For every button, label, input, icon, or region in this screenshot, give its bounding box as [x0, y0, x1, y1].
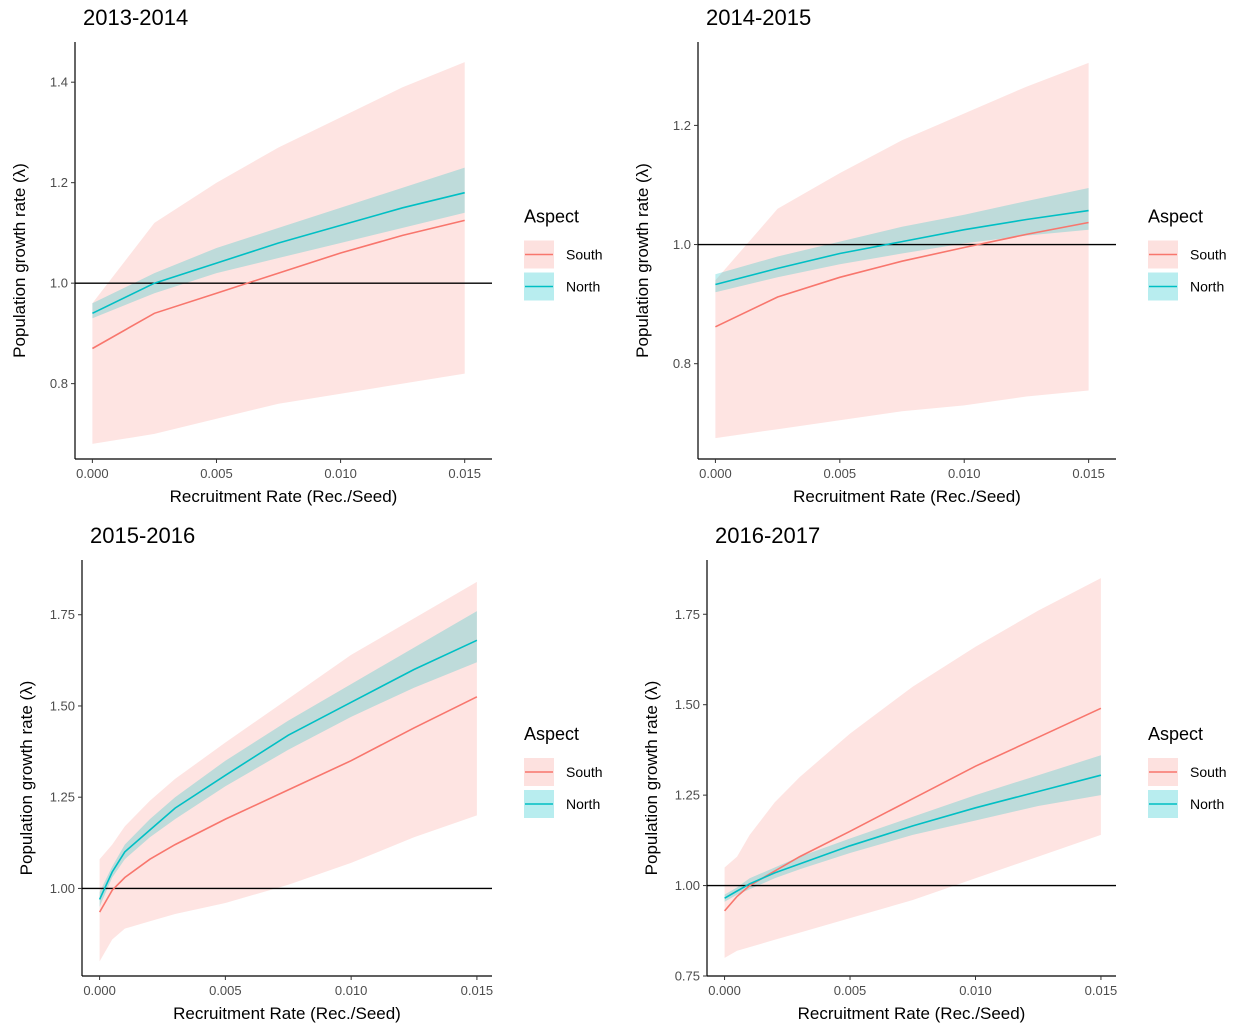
legend-label-north: North	[566, 279, 600, 295]
series-line-north	[98, 639, 478, 900]
chart-panel-1: 2013-2014 0.000 0.005 0.010 0.015 0.8 1.0 1.2 1.…	[10, 5, 603, 506]
y-tick-label: 1.75	[675, 607, 700, 622]
legend-title: Aspect	[1148, 207, 1203, 227]
legend-label-north: North	[566, 796, 600, 812]
y-tick-label: 1.2	[673, 118, 691, 133]
y-axis-label: Population growth rate (λ)	[633, 163, 652, 358]
legend-label-south: South	[566, 764, 603, 780]
y-tick-label: 0.8	[50, 376, 68, 391]
x-tick-label: 0.005	[200, 466, 233, 481]
series-line-north	[92, 191, 465, 315]
series-line-south	[98, 696, 478, 913]
series-line-south	[723, 707, 1102, 912]
x-tick-label: 0.000	[708, 983, 741, 998]
x-tick-label: 0.010	[948, 466, 981, 481]
x-tick-label: 0.000	[699, 466, 732, 481]
x-axis-label: Recruitment Rate (Rec./Seed)	[173, 1004, 401, 1023]
y-axis-label: Population growth rate (λ)	[642, 681, 661, 876]
y-axis-label: Population growth rate (λ)	[17, 681, 36, 876]
x-axis-label: Recruitment Rate (Rec./Seed)	[793, 487, 1021, 506]
ci-band-south	[92, 62, 465, 444]
x-tick-label: 0.010	[959, 983, 992, 998]
ci-band-south	[724, 578, 1101, 958]
ci-band-north	[724, 755, 1101, 902]
ci-band-north	[715, 188, 1089, 293]
chart-panel-3: 2015-2016 0.000 0.005 0.010 0.015 1.00 1.25 1.5…	[17, 523, 603, 1023]
y-tick-label: 1.25	[675, 788, 700, 803]
panel-title: 2013-2014	[83, 5, 188, 30]
legend-label-south: South	[566, 247, 603, 263]
y-tick-label: 0.8	[673, 356, 691, 371]
series-line-north	[715, 209, 1089, 286]
y-tick-label: 0.75	[675, 969, 700, 984]
x-tick-label: 0.010	[324, 466, 357, 481]
x-tick-label: 0.015	[1072, 466, 1105, 481]
legend-label-north: North	[1190, 279, 1224, 295]
ci-band-south	[715, 62, 1089, 439]
legend-label-south: South	[1190, 247, 1227, 263]
y-tick-label: 1.50	[675, 697, 700, 712]
series-line-south	[715, 221, 1089, 328]
panel-title: 2014-2015	[706, 5, 811, 30]
y-tick-label: 1.0	[50, 276, 68, 291]
x-tick-label: 0.015	[448, 466, 481, 481]
x-tick-label: 0.005	[209, 983, 242, 998]
y-axis-label: Population growth rate (λ)	[10, 163, 29, 358]
y-tick-label: 1.4	[50, 75, 68, 90]
x-tick-label: 0.000	[83, 983, 116, 998]
x-axis-label: Recruitment Rate (Rec./Seed)	[170, 487, 398, 506]
panel-title: 2016-2017	[715, 523, 820, 548]
y-tick-label: 1.0	[673, 237, 691, 252]
y-tick-label: 1.00	[675, 878, 700, 893]
series-line-north	[724, 774, 1102, 899]
x-tick-label: 0.010	[335, 983, 368, 998]
x-tick-label: 0.005	[824, 466, 857, 481]
panel-title: 2015-2016	[90, 523, 195, 548]
chart-panel-2: 2014-2015 0.000 0.005 0.010 0.015 0.8 1.0 1.2 Re…	[633, 5, 1227, 506]
y-tick-label: 1.25	[50, 790, 75, 805]
chart-panel-4: 2016-2017 0.000 0.005 0.010 0.015 0.75 1.00 1.2…	[642, 523, 1227, 1023]
y-tick-label: 1.2	[50, 175, 68, 190]
x-tick-label: 0.015	[461, 983, 494, 998]
legend-label-north: North	[1190, 796, 1224, 812]
legend-title: Aspect	[1148, 724, 1203, 744]
x-tick-label: 0.015	[1085, 983, 1118, 998]
y-tick-label: 1.00	[50, 881, 75, 896]
x-tick-label: 0.005	[834, 983, 867, 998]
legend-title: Aspect	[524, 724, 579, 744]
x-tick-label: 0.000	[76, 466, 109, 481]
series-line-south	[92, 219, 465, 350]
y-tick-label: 1.75	[50, 607, 75, 622]
legend-label-south: South	[1190, 764, 1227, 780]
x-axis-label: Recruitment Rate (Rec./Seed)	[798, 1004, 1026, 1023]
y-tick-label: 1.50	[50, 698, 75, 713]
legend-title: Aspect	[524, 207, 579, 227]
ci-band-south	[99, 581, 477, 962]
